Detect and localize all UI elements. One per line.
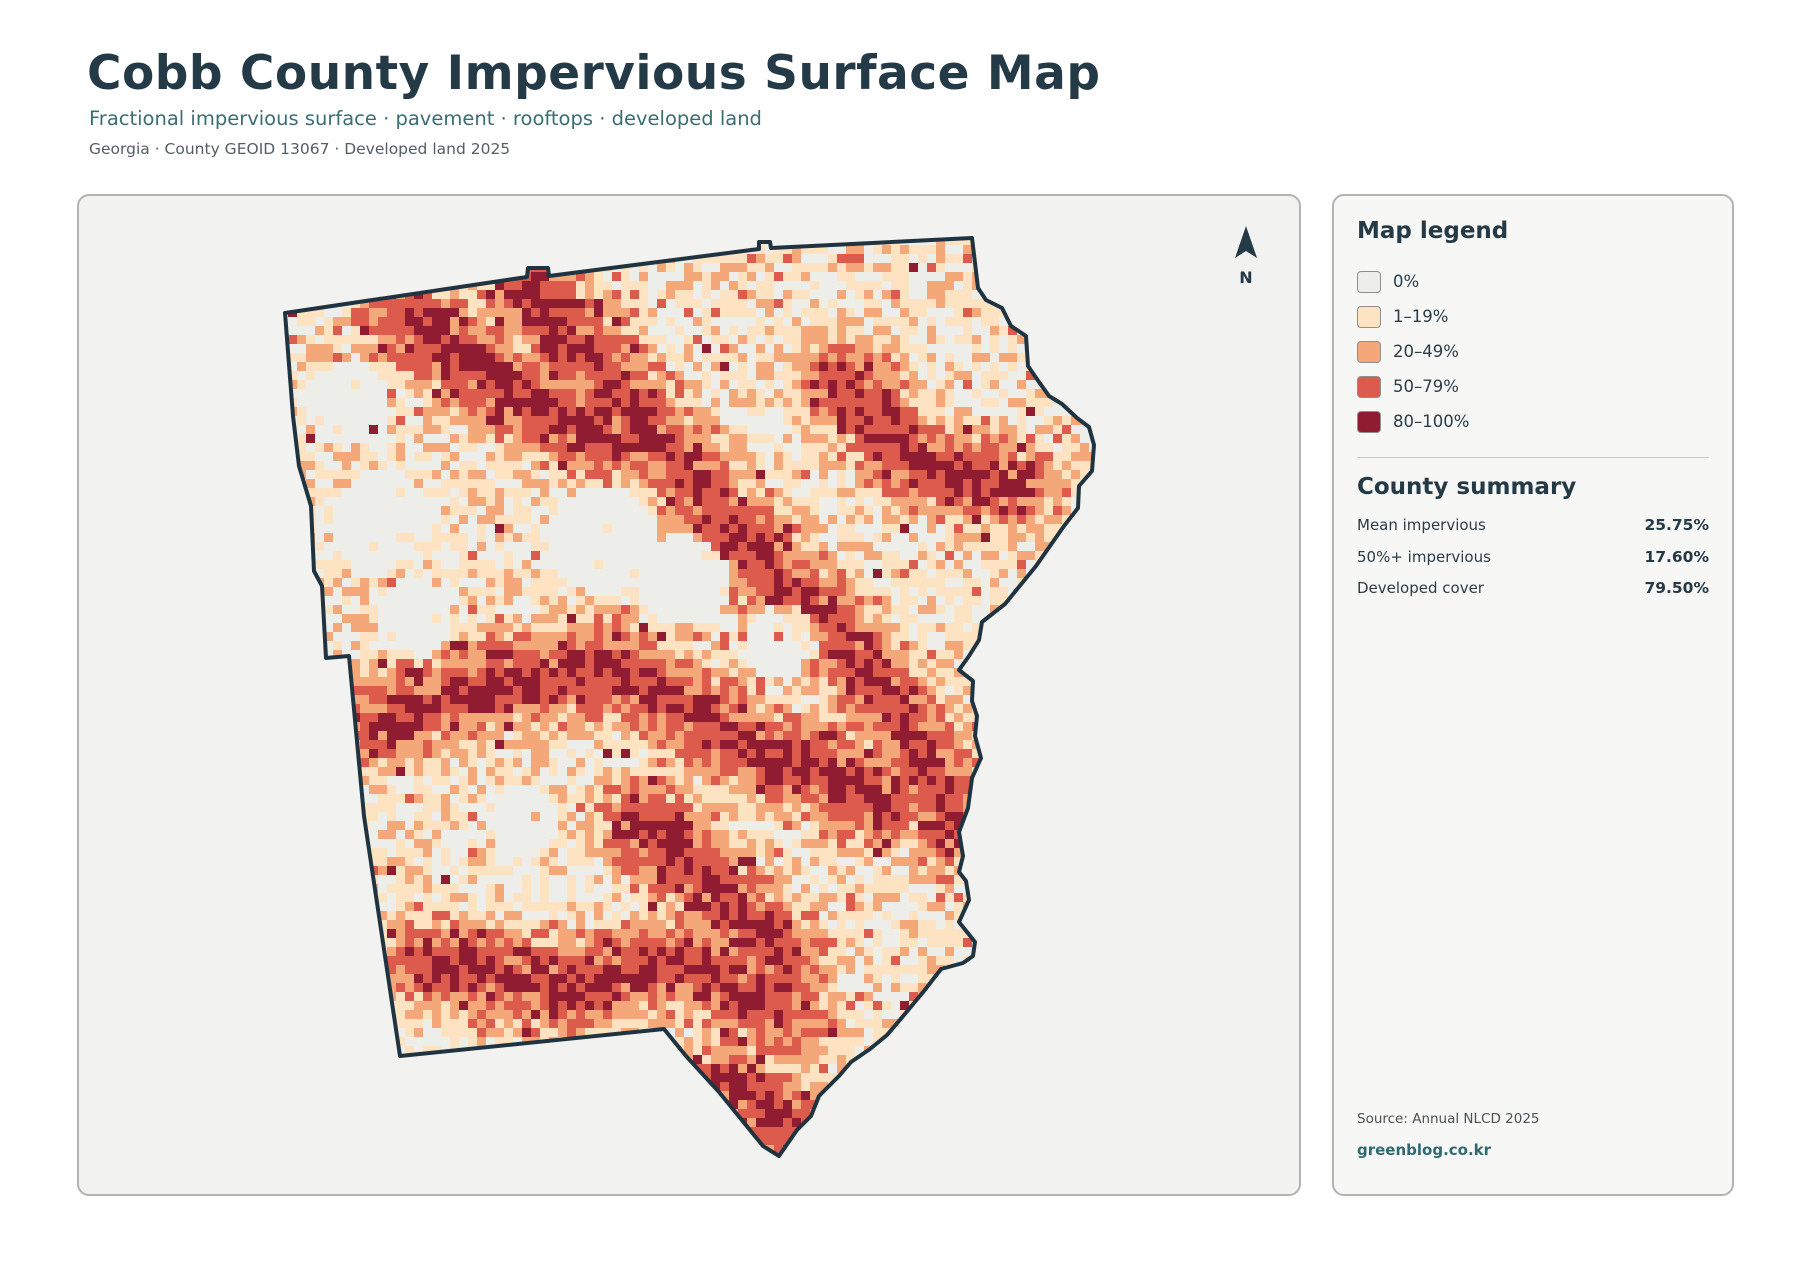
stat-value: 79.50% <box>1644 579 1709 597</box>
legend-swatch <box>1357 410 1381 433</box>
brand-link[interactable]: greenblog.co.kr <box>1357 1141 1492 1159</box>
legend-label: 1–19% <box>1393 307 1449 326</box>
legend-item: 50–79% <box>1357 369 1469 404</box>
impervious-raster <box>285 238 1094 1156</box>
north-arrow-icon <box>1235 226 1257 258</box>
north-label: N <box>1239 268 1253 287</box>
page-subtitle: Fractional impervious surface · pavement… <box>89 107 762 130</box>
legend-title: Map legend <box>1357 218 1509 244</box>
legend-item: 0% <box>1357 264 1469 299</box>
legend-swatch <box>1357 270 1381 293</box>
side-panel: Map legend 0% 1–19% 20–49% 50–79% 80–100… <box>1332 194 1734 1196</box>
divider <box>1357 457 1709 458</box>
stat-value: 17.60% <box>1644 547 1709 566</box>
summary-title: County summary <box>1357 474 1577 500</box>
legend-label: 80–100% <box>1393 412 1470 431</box>
county-boundary <box>283 236 1096 1158</box>
north-arrow: N <box>1221 224 1271 287</box>
legend-label: 50–79% <box>1393 377 1459 396</box>
legend-swatch <box>1357 375 1381 398</box>
county-map[interactable] <box>79 196 1301 1196</box>
stat-row: Mean impervious 25.75% <box>1357 516 1709 548</box>
legend-item: 20–49% <box>1357 334 1469 369</box>
page-title: Cobb County Impervious Surface Map <box>87 46 1101 101</box>
legend-label: 20–49% <box>1393 342 1459 361</box>
legend-swatch <box>1357 305 1381 328</box>
summary-stats: Mean impervious 25.75% 50%+ impervious 1… <box>1357 516 1709 611</box>
stat-label: 50%+ impervious <box>1357 547 1491 566</box>
legend-swatch <box>1357 340 1381 363</box>
stat-value: 25.75% <box>1644 516 1709 534</box>
stat-row: 50%+ impervious 17.60% <box>1357 548 1709 580</box>
stat-label: Developed cover <box>1357 579 1484 597</box>
stat-row: Developed cover 79.50% <box>1357 579 1709 611</box>
legend-label: 0% <box>1393 272 1420 291</box>
legend-item: 1–19% <box>1357 299 1469 334</box>
legend-item: 80–100% <box>1357 404 1469 439</box>
stat-label: Mean impervious <box>1357 516 1486 534</box>
legend-list: 0% 1–19% 20–49% 50–79% 80–100% <box>1357 264 1469 439</box>
source-note: Source: Annual NLCD 2025 <box>1357 1111 1540 1127</box>
map-panel[interactable] <box>77 194 1301 1196</box>
page-meta: Georgia · County GEOID 13067 · Developed… <box>89 140 511 158</box>
